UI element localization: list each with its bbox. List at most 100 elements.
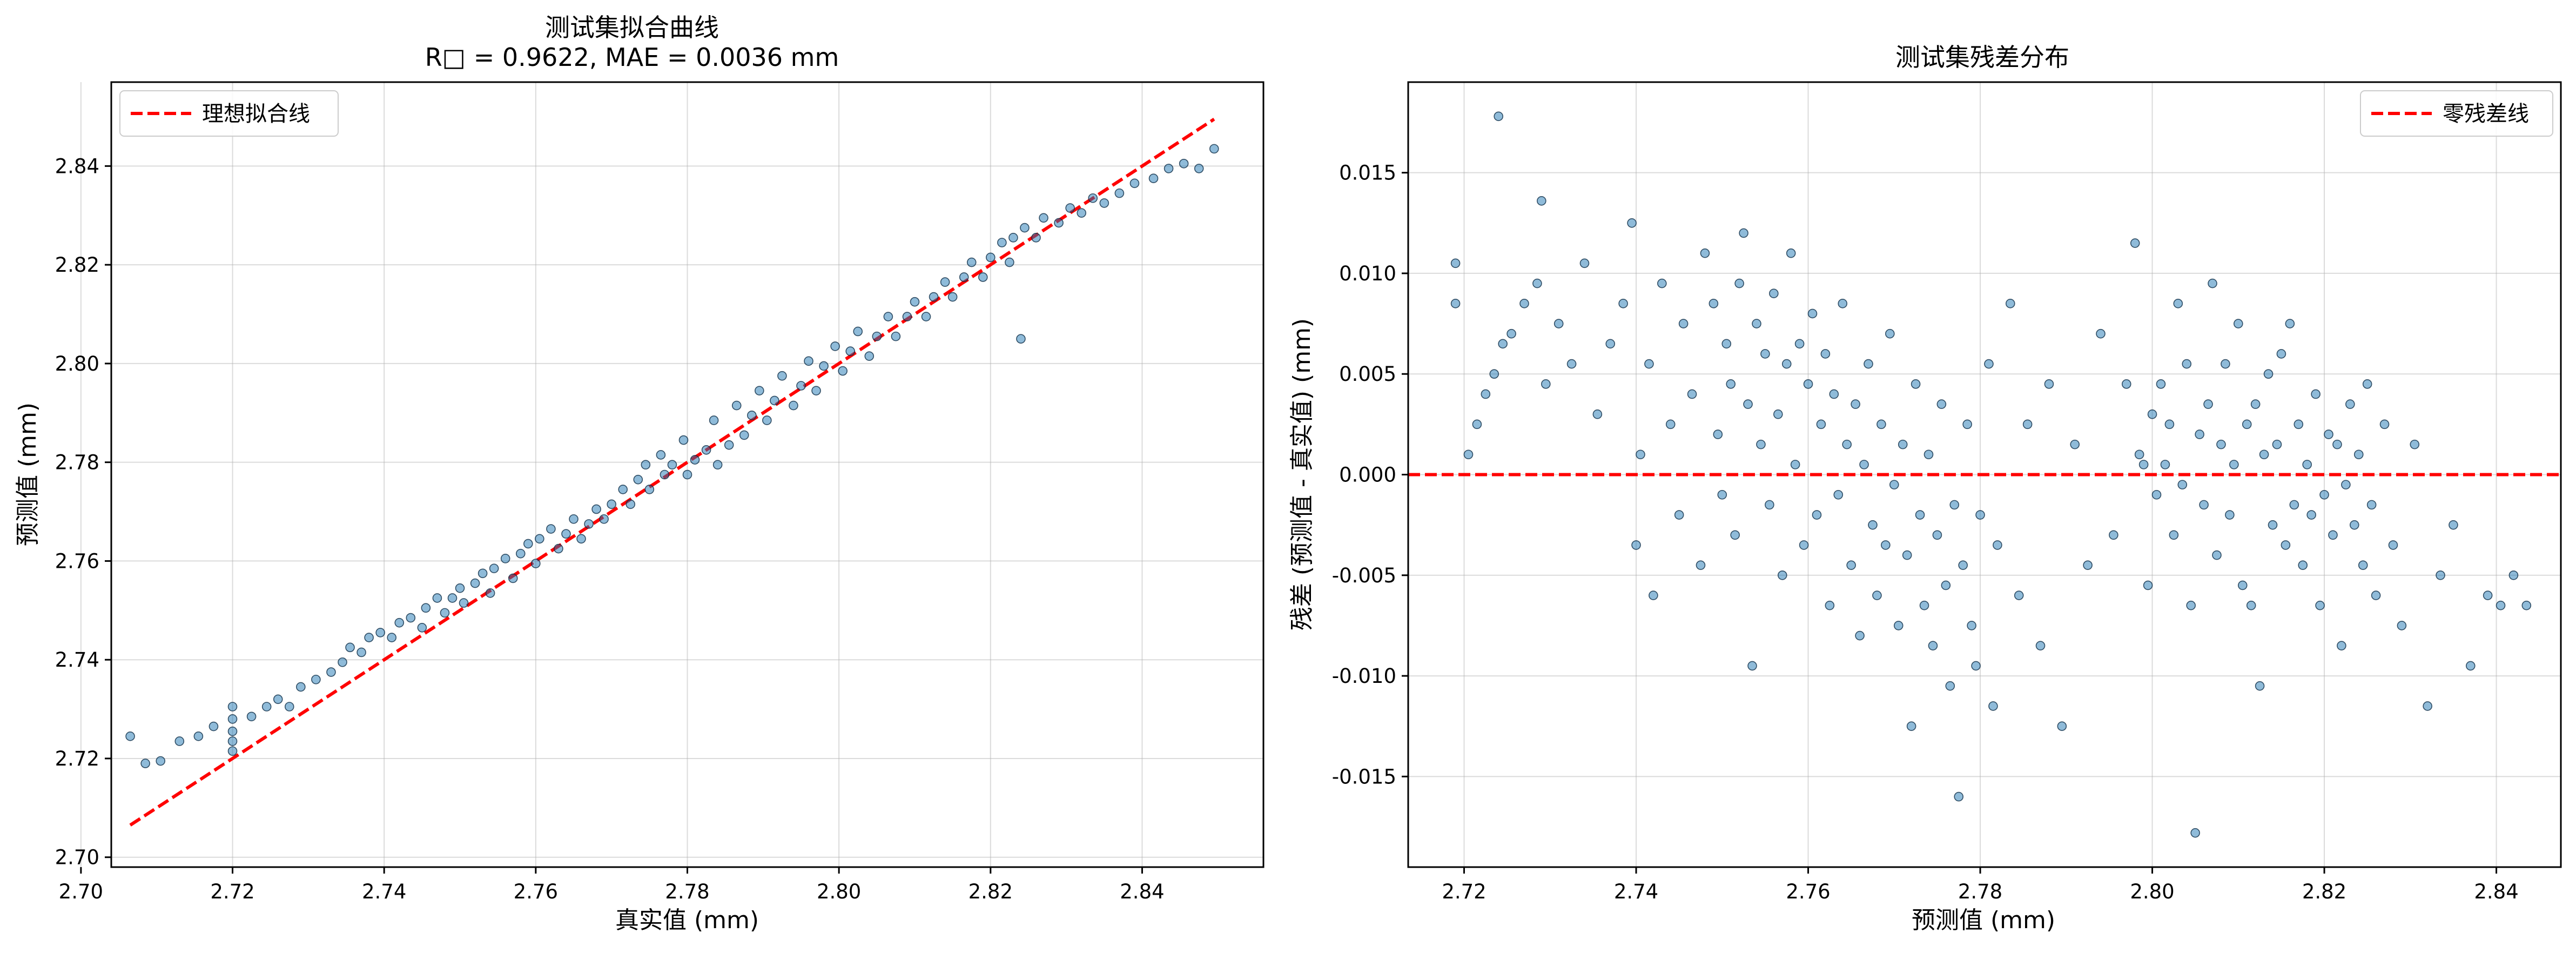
residual-chart-y-ticks: 0.015 0.010 0.005 0.000 -0.005 -0.010 -0.015 (1332, 162, 1408, 788)
fit-chart-point-104 (1054, 218, 1064, 228)
fit-chart-ytick-label-2: 2.74 (55, 648, 99, 672)
residual-chart-point-122 (2190, 828, 2200, 838)
residual-chart-point-167 (2397, 621, 2407, 630)
fit-chart-point-67 (731, 400, 742, 411)
fit-chart-ytick-label-7: 2.84 (55, 155, 99, 178)
residual-chart-point-95 (1988, 701, 1998, 711)
residual-chart-point-47 (1777, 570, 1787, 580)
fit-chart-legend: 理想拟合线 (119, 90, 339, 137)
residual-chart-point-159 (2349, 520, 2359, 530)
fit-chart-point-53 (625, 499, 636, 509)
residual-chart-point-162 (2362, 379, 2372, 389)
fit-chart-point-114 (1194, 164, 1204, 173)
residual-chart-point-70 (1876, 419, 1886, 429)
fit-chart-x-ticks: 2.70 2.72 2.74 2.76 2.78 2.80 2.82 2.84 (59, 867, 1165, 903)
fit-chart-point-21 (364, 633, 374, 642)
fit-chart-point-24 (394, 618, 405, 628)
fit-chart-point-37 (500, 554, 510, 563)
fit-chart-point-78 (819, 361, 829, 371)
fit-chart-point-60 (678, 435, 689, 445)
residual-chart-point-61 (1838, 299, 1848, 308)
fit-chart-xtick-label-1: 2.72 (210, 880, 254, 903)
fit-chart-point-59 (667, 460, 677, 470)
residual-chart-point-168 (2410, 439, 2420, 449)
residual-chart-point-157 (2341, 480, 2351, 489)
fit-chart-point-15 (296, 682, 306, 692)
residual-chart-ytick-label-3: 0.000 (1339, 464, 1396, 487)
residual-chart-point-74 (1893, 621, 1904, 630)
residual-chart-point-20 (1631, 540, 1641, 550)
residual-chart-point-60 (1833, 489, 1844, 500)
fit-chart-point-112 (1163, 164, 1174, 173)
residual-chart-point-24 (1657, 278, 1667, 288)
fit-chart-xtick-label-3: 2.76 (514, 880, 558, 903)
fit-chart-point-111 (1148, 173, 1159, 183)
fit-chart-point-33 (470, 578, 480, 588)
residual-chart-point-143 (2281, 540, 2291, 550)
residual-chart-point-99 (2022, 419, 2033, 429)
residual-chart-point-128 (2216, 439, 2226, 449)
fit-chart-ytick-label-0: 2.70 (55, 846, 99, 869)
residual-chart-point-52 (1799, 540, 1809, 550)
residual-chart-point-18 (1618, 299, 1628, 308)
fit-chart-point-14 (284, 702, 294, 712)
residual-chart-point-33 (1717, 489, 1727, 500)
residual-chart-point-65 (1855, 630, 1865, 641)
fit-chart-point-61 (682, 469, 692, 480)
fit-chart-point-20 (357, 647, 366, 657)
residual-chart-point-40 (1747, 661, 1757, 671)
residual-chart-point-146 (2293, 419, 2304, 429)
fit-chart-point-85 (883, 312, 893, 321)
fit-chart-ytick-label-4: 2.78 (55, 451, 99, 474)
residual-chart-point-45 (1769, 288, 1779, 298)
residual-chart-point-81 (1923, 449, 1934, 460)
residual-chart-point-116 (2164, 419, 2175, 429)
residual-chart-point-103 (2070, 439, 2080, 449)
residual-chart-point-59 (1829, 389, 1839, 399)
fit-chart-point-74 (789, 400, 798, 411)
residual-chart-point-38 (1739, 228, 1748, 238)
residual-chart-x-ticks: 2.72 2.74 2.76 2.78 2.80 2.82 2.84 (1442, 867, 2519, 903)
residual-chart-point-91 (1967, 621, 1976, 630)
fit-chart-point-91 (940, 277, 950, 287)
residual-chart-point-158 (2345, 399, 2355, 409)
fit-chart-y-ticks: 2.70 2.72 2.74 2.76 2.78 2.80 2.82 2.84 (55, 155, 111, 869)
residual-chart-point-134 (2242, 419, 2252, 429)
residual-chart-point-166 (2388, 540, 2398, 550)
fit-chart-point-34 (477, 568, 488, 579)
residual-chart-point-42 (1756, 439, 1766, 449)
fit-chart-point-35 (485, 588, 495, 598)
fit-chart-point-27 (421, 603, 431, 613)
residual-chart-ytick-label-2: 0.005 (1339, 363, 1396, 386)
residual-chart-point-44 (1765, 500, 1774, 510)
residual-chart-legend: 零残差线 (2360, 90, 2553, 137)
residual-chart-point-12 (1541, 379, 1551, 389)
fit-chart-point-84 (872, 331, 882, 341)
residual-chart-point-66 (1859, 460, 1869, 469)
residual-chart-point-140 (2268, 520, 2278, 530)
fit-chart-point-110 (1129, 178, 1140, 189)
residual-chart-point-29 (1696, 560, 1706, 570)
fit-chart-point-79 (830, 341, 840, 351)
residual-chart-point-141 (2272, 439, 2282, 449)
fit-chart-point-29 (440, 608, 450, 618)
residual-chart-point-172 (2465, 661, 2476, 671)
fit-chart-point-95 (978, 272, 988, 282)
residual-chart-point-120 (2182, 359, 2192, 369)
fit-chart-point-9 (227, 714, 238, 724)
fit-chart-point-101 (1020, 223, 1030, 233)
fit-chart-point-0 (125, 731, 135, 741)
residual-chart-point-4 (1481, 389, 1491, 399)
residual-chart-ylabel: 残差 (预测值 - 真实值) (mm) (1288, 318, 1316, 630)
fit-chart-xtick-label-2: 2.74 (362, 880, 406, 903)
fit-chart-point-52 (618, 485, 628, 494)
residual-chart-xtick-label-2: 2.76 (1786, 880, 1830, 903)
residual-chart-point-144 (2285, 319, 2295, 328)
fit-chart-point-106 (1077, 208, 1087, 218)
fit-chart-point-5 (208, 721, 219, 731)
residual-chart-point-101 (2044, 379, 2054, 389)
fit-chart-point-57 (656, 450, 666, 460)
fit-chart-point-105 (1065, 203, 1075, 213)
residual-chart-point-72 (1885, 328, 1895, 339)
fit-chart-point-103 (1039, 213, 1048, 223)
